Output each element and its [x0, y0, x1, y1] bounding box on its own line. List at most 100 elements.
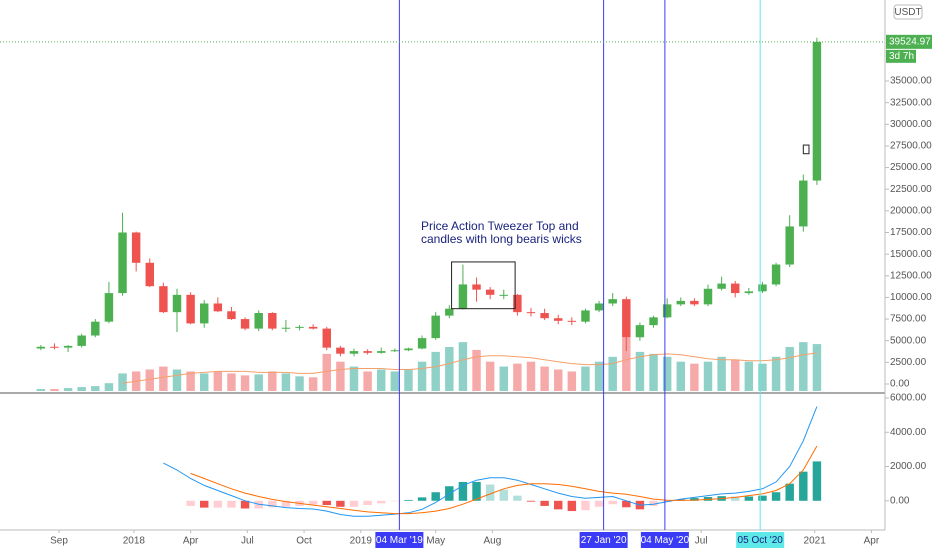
candle-body — [336, 347, 345, 354]
candle-body — [268, 313, 277, 329]
candle-body — [281, 327, 291, 329]
volume-bar — [472, 349, 481, 391]
macd-histogram-bar — [213, 500, 223, 508]
quote-label[interactable]: USDT — [894, 7, 921, 18]
macd-histogram-bar — [308, 500, 318, 505]
last-price-label: 39524.97 — [889, 36, 931, 47]
volume-bar — [118, 373, 127, 391]
candle-body — [213, 303, 223, 312]
date-marker-badge — [375, 532, 424, 548]
quote-badge[interactable] — [893, 4, 923, 20]
volume-bar — [159, 366, 168, 391]
candle-body — [703, 288, 713, 305]
volume-bar — [526, 361, 536, 391]
volume-bar — [513, 363, 522, 391]
volume-bar — [431, 351, 440, 391]
x-tick-label: Sep — [50, 536, 68, 547]
volume-bar — [213, 371, 223, 391]
candle-body — [254, 313, 263, 329]
volume-bar — [540, 366, 549, 391]
macd-histogram-bar — [363, 500, 372, 506]
candle-body — [785, 226, 794, 265]
macd-histogram-bar — [431, 492, 440, 501]
candle-body — [308, 326, 318, 329]
candle-body — [731, 283, 740, 294]
candle-body — [458, 284, 468, 309]
macd-histogram-bar — [758, 495, 767, 501]
x-tick-label: 2018 — [123, 536, 146, 547]
x-tick-label: Apr — [183, 536, 199, 547]
macd-histogram-bar — [799, 471, 808, 501]
y-tick-label: 22500.00 — [890, 184, 932, 195]
volume-bar — [63, 388, 73, 391]
date-marker-label: 27 Jan '20 — [581, 535, 627, 546]
volume-bar — [377, 369, 386, 391]
volume-bar — [36, 389, 46, 391]
macd-histogram-bar — [526, 500, 536, 502]
y-tick-label: 32500.00 — [890, 97, 932, 108]
volume-bar — [50, 389, 59, 391]
volume-bar — [758, 363, 767, 391]
volume-bar — [295, 376, 304, 391]
macd-histogram-bar — [322, 500, 331, 506]
macd-histogram-bar — [581, 500, 590, 511]
candle-body — [526, 312, 536, 314]
volume-bar — [254, 374, 263, 391]
candle-body — [377, 351, 386, 353]
candle-body — [717, 283, 726, 289]
volume-bar — [172, 369, 182, 391]
macd-y-tick-label: 2000.00 — [890, 461, 927, 472]
macd-histogram-bar — [731, 496, 740, 501]
volume-bar — [200, 373, 209, 391]
candle-body — [159, 286, 168, 313]
macd-histogram-bar — [349, 500, 359, 507]
volume-bar — [703, 361, 713, 391]
macd-y-tick-label: 6000.00 — [890, 393, 927, 404]
date-marker-badge — [736, 532, 785, 548]
macd-histogram-bar — [785, 483, 794, 501]
countdown-badge — [886, 49, 916, 63]
volume-bar — [812, 344, 822, 391]
annotation-box — [451, 261, 516, 310]
candle-body — [390, 350, 400, 352]
volume-layer — [36, 337, 822, 391]
volume-bar — [731, 359, 740, 391]
x-tick-label: 2019 — [350, 536, 373, 547]
last-price-badge — [886, 34, 932, 49]
date-marker-label: 04 Mar '19 — [376, 535, 423, 546]
candle-body — [635, 325, 645, 338]
macd-histogram-bar — [336, 500, 345, 507]
candle-body — [77, 335, 86, 346]
annotation-box — [802, 144, 810, 155]
candle-body — [363, 351, 372, 353]
candle-body — [36, 346, 46, 349]
y-tick-label: 20000.00 — [890, 205, 932, 216]
macd-histogram-bar — [744, 496, 754, 501]
volume-bar — [458, 342, 468, 391]
annotation-line: candles with long bearis wicks — [421, 232, 582, 246]
macd-histogram-bar — [186, 500, 195, 506]
macd-histogram-bar — [567, 500, 577, 512]
volume-bar — [91, 386, 100, 391]
candle-body — [676, 300, 685, 305]
macd-histogram-bar — [390, 500, 400, 502]
y-tick-label: 12500.00 — [890, 270, 932, 281]
candle-body — [771, 264, 781, 285]
macd-histogram-bar — [513, 495, 522, 501]
countdown-label: 3d 7h — [889, 51, 914, 62]
candle-body — [63, 345, 73, 348]
volume-bar — [404, 369, 413, 391]
candle-body — [417, 338, 427, 349]
macd-histogram-bar — [227, 500, 236, 508]
candle-body — [50, 346, 59, 348]
candle-body — [445, 308, 454, 316]
y-tick-label: 10000.00 — [890, 292, 932, 303]
candle-body — [662, 304, 672, 318]
candle-body — [472, 284, 481, 290]
date-marker-badge — [640, 532, 689, 548]
volume-bar — [485, 361, 495, 391]
volume-bar — [268, 371, 277, 391]
macd-histogram-bar — [281, 500, 291, 507]
volume-bar — [581, 366, 590, 391]
